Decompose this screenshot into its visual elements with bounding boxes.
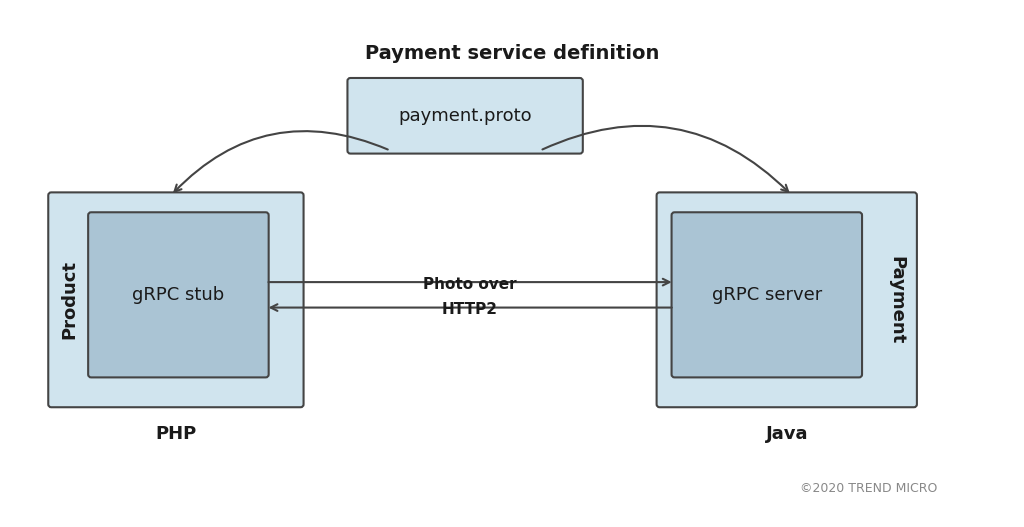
Text: PHP: PHP — [156, 425, 197, 443]
Text: Photo over: Photo over — [423, 277, 517, 292]
Text: Java: Java — [766, 425, 809, 443]
Text: payment.proto: payment.proto — [398, 107, 531, 125]
Text: gRPC stub: gRPC stub — [132, 286, 224, 304]
FancyBboxPatch shape — [672, 212, 862, 377]
Text: Payment: Payment — [887, 256, 905, 344]
FancyBboxPatch shape — [88, 212, 268, 377]
FancyBboxPatch shape — [48, 192, 303, 407]
FancyBboxPatch shape — [656, 192, 916, 407]
Text: Payment service definition: Payment service definition — [365, 44, 659, 63]
Text: ©2020 TREND MICRO: ©2020 TREND MICRO — [801, 482, 938, 495]
FancyBboxPatch shape — [347, 78, 583, 153]
Text: HTTP2: HTTP2 — [442, 302, 498, 317]
Text: Product: Product — [60, 260, 78, 339]
Text: gRPC server: gRPC server — [712, 286, 822, 304]
